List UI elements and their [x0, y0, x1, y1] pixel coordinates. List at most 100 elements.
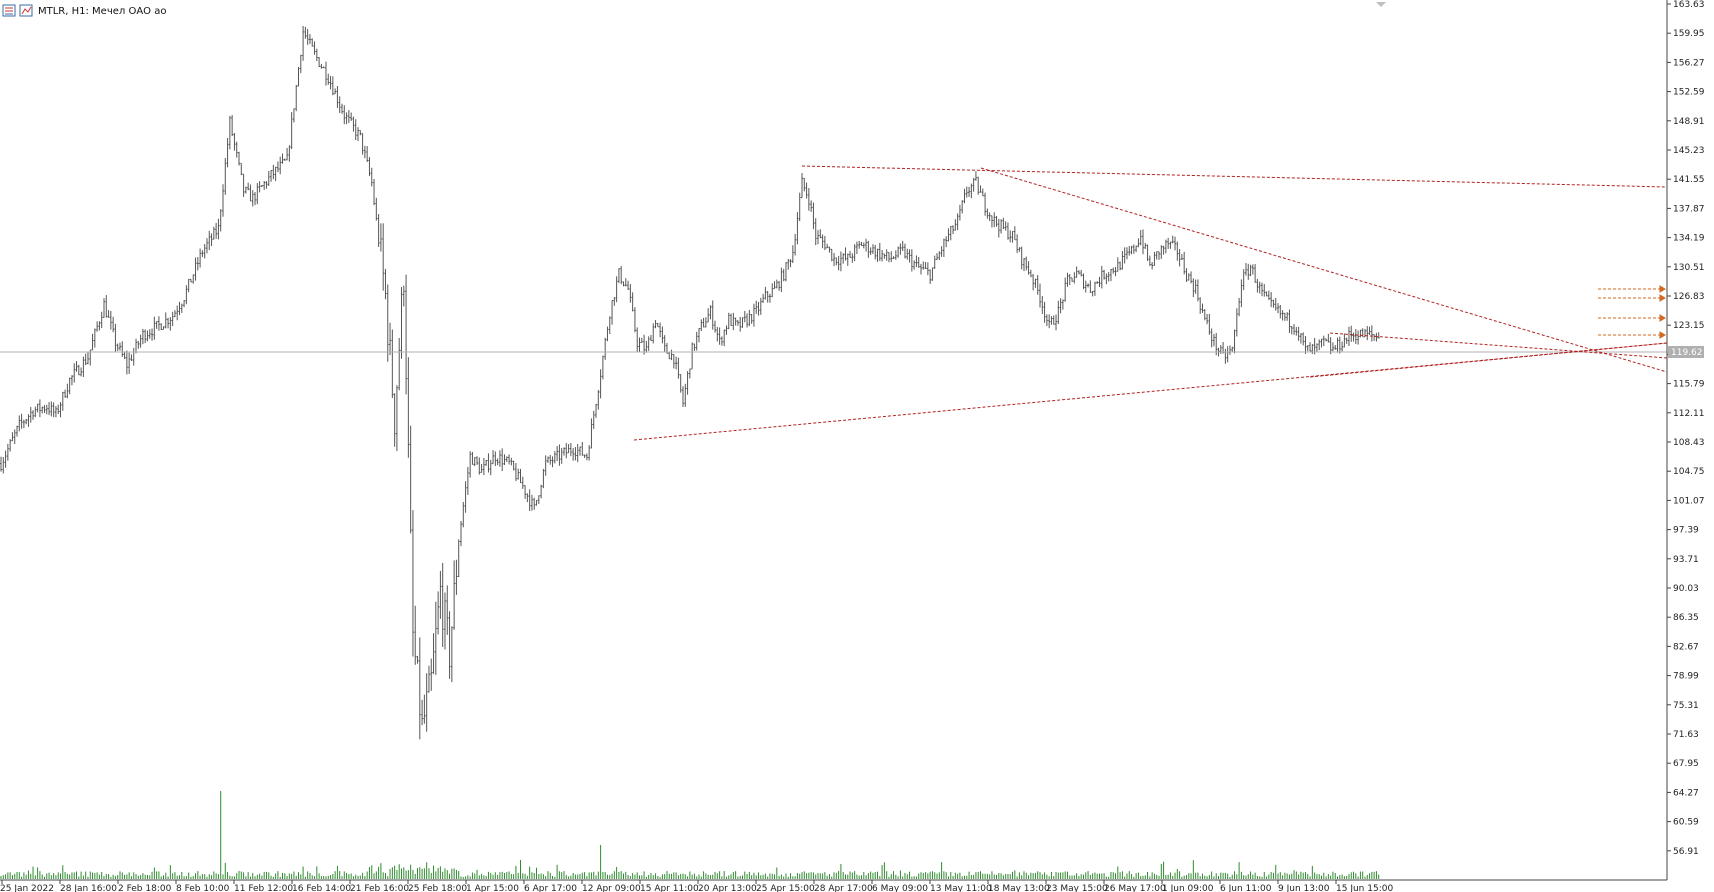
price-bar	[938, 251, 941, 261]
arrow-level-4[interactable]	[1598, 331, 1666, 339]
arrow-level-3[interactable]	[1598, 314, 1666, 322]
price-bar	[592, 410, 595, 430]
price-bar	[41, 406, 44, 414]
time-axis-label: 25 Feb 18:00	[408, 884, 467, 892]
price-bar	[1155, 251, 1158, 260]
price-bar	[402, 285, 405, 307]
price-bar	[595, 403, 598, 418]
price-bar	[1039, 283, 1042, 308]
price-bar	[1061, 299, 1064, 310]
price-bar	[1141, 229, 1144, 255]
chart-bars-icon[interactable]	[2, 4, 16, 17]
price-bar	[720, 336, 723, 346]
price-bar	[1148, 255, 1151, 267]
price-bar	[910, 249, 913, 272]
price-bar	[510, 457, 513, 466]
time-axis[interactable]: 25 Jan 2022 28 Jan 16:00 2 Feb 18:00 8 Feb …	[0, 880, 1393, 892]
price-bar	[691, 342, 694, 370]
price-bar	[318, 56, 321, 67]
price-bar	[627, 280, 630, 290]
price-bar	[391, 329, 394, 399]
price-bar	[1109, 268, 1112, 282]
price-bar	[1196, 279, 1199, 302]
price-bar	[1238, 297, 1241, 317]
price-bar	[1258, 281, 1261, 294]
price-bar	[640, 337, 643, 343]
price-bar	[0, 456, 2, 472]
price-bar	[205, 238, 208, 254]
price-bar	[643, 334, 646, 355]
price-bar	[460, 521, 462, 547]
price-bar	[881, 250, 884, 262]
price-bar	[1178, 249, 1181, 267]
arrow-level-2[interactable]	[1598, 294, 1666, 302]
price-bar	[121, 341, 124, 357]
price-axis-label: 90.03	[1673, 584, 1699, 594]
price-bar	[677, 357, 680, 379]
price-bar	[807, 187, 810, 211]
price-bar	[1091, 290, 1094, 297]
price-bar	[329, 75, 332, 90]
price-bar	[1093, 281, 1096, 296]
price-bar	[517, 468, 520, 480]
price-bar	[949, 225, 952, 241]
price-bar	[400, 287, 403, 359]
price-bar	[597, 389, 600, 410]
price-bar	[521, 476, 524, 489]
short-resistance-line[interactable]	[1329, 332, 1668, 359]
price-bar	[478, 457, 481, 475]
price-bar	[276, 161, 279, 173]
scroll-marker-icon[interactable]	[1376, 2, 1386, 7]
price-bar	[1158, 251, 1161, 260]
price-bar	[1206, 313, 1209, 325]
price-bar	[1027, 261, 1030, 275]
price-bar	[588, 445, 591, 461]
price-bar	[897, 246, 900, 258]
symbol-title: MTLR, H1: Мечел ОАО ао	[38, 6, 166, 17]
time-axis-label: 9 Jun 13:00	[1278, 884, 1330, 892]
price-bar	[1192, 278, 1195, 298]
price-axis[interactable]: 163.63 159.95 156.27 152.59 148.91 145.23 141.…	[1667, 0, 1705, 857]
price-bar	[702, 317, 705, 328]
price-bar	[187, 278, 190, 293]
price-bar	[331, 76, 334, 96]
price-bar	[1370, 325, 1373, 342]
price-bar	[636, 327, 639, 353]
price-bar	[1000, 219, 1003, 234]
chart-candles-icon[interactable]	[19, 4, 33, 17]
price-bar	[350, 112, 353, 121]
price-bar	[485, 459, 488, 466]
price-bar	[876, 248, 879, 262]
price-bar	[414, 605, 417, 665]
price-bar	[228, 115, 231, 150]
price-bar	[833, 252, 836, 266]
price-bar	[1151, 262, 1154, 270]
arrow-right-icon	[1659, 314, 1666, 322]
time-axis-label: 15 Apr 11:00	[640, 884, 699, 892]
ascending-support-line[interactable]	[633, 342, 1668, 441]
price-bar	[238, 151, 241, 166]
price-bar	[54, 406, 57, 418]
price-bar	[25, 418, 28, 425]
price-bar	[160, 323, 163, 331]
price-bar	[1162, 245, 1165, 255]
price-axis-label: 78.99	[1673, 672, 1699, 682]
upper-resistance-line[interactable]	[801, 165, 1668, 188]
price-bar	[631, 292, 634, 312]
price-bar	[288, 145, 291, 162]
price-bar	[1089, 280, 1092, 293]
price-bar	[6, 443, 9, 461]
descending-resistance-line[interactable]	[980, 167, 1668, 373]
price-bar	[544, 455, 547, 476]
price-bar	[395, 385, 398, 452]
price-bar	[1256, 278, 1259, 293]
price-bars	[0, 26, 1380, 740]
price-bar	[91, 333, 94, 351]
time-axis-label: 1 Apr 15:00	[466, 884, 519, 892]
price-bar	[425, 673, 428, 732]
arrow-level-1[interactable]	[1598, 285, 1666, 293]
price-bar	[1331, 342, 1334, 352]
price-bar	[1105, 273, 1108, 285]
